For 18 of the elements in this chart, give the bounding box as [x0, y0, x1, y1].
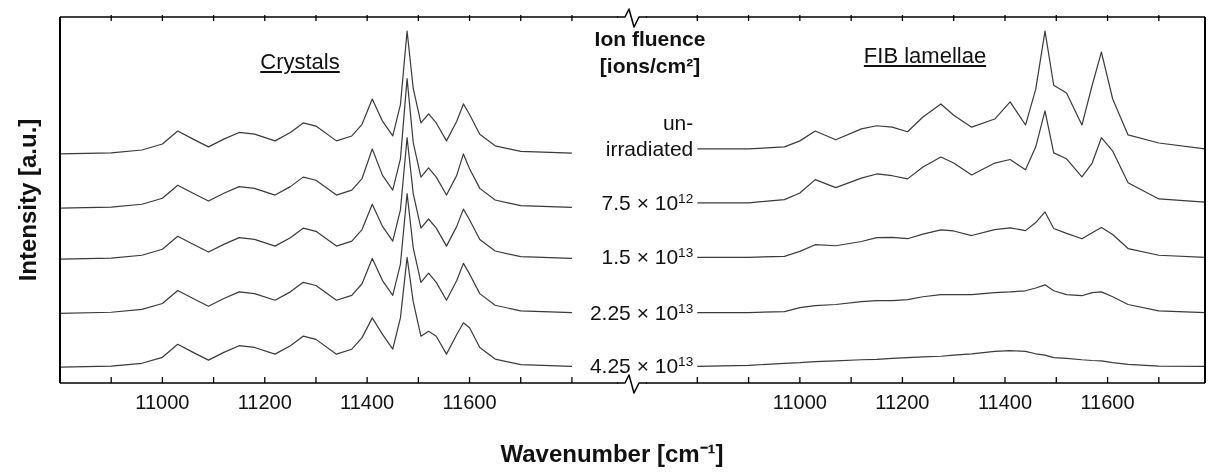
x-tick-label: 11200	[875, 391, 930, 413]
legend-title: Ion fluence [ions/cm²]	[594, 26, 706, 79]
x-tick-label: 11400	[977, 391, 1033, 413]
x-tick-label: 11400	[340, 391, 395, 413]
x-tick-label: 11000	[135, 391, 190, 413]
x-tick-label: 11600	[1080, 391, 1135, 413]
series-label: 2.25 × 10$^{13}$	[589, 300, 694, 324]
x-tick-label: 11200	[237, 391, 292, 413]
series-label: 7.5 × 10$^{12}$	[601, 190, 694, 214]
text: Crystals	[260, 49, 340, 75]
x-tick-label: 11000	[772, 391, 827, 413]
x-axis-title: Wavenumber [cm⁻¹]	[500, 438, 724, 469]
x-tick-label: 11600	[442, 391, 497, 413]
text: FIB lamellae	[863, 43, 987, 69]
series-label: un-irradiated	[605, 110, 694, 160]
y-axis-title: Intensity [a.u.]	[14, 118, 42, 282]
series-label: 1.5 × 10$^{13}$	[601, 244, 694, 269]
series-label: 4.25 × 10$^{13}$	[589, 353, 694, 378]
